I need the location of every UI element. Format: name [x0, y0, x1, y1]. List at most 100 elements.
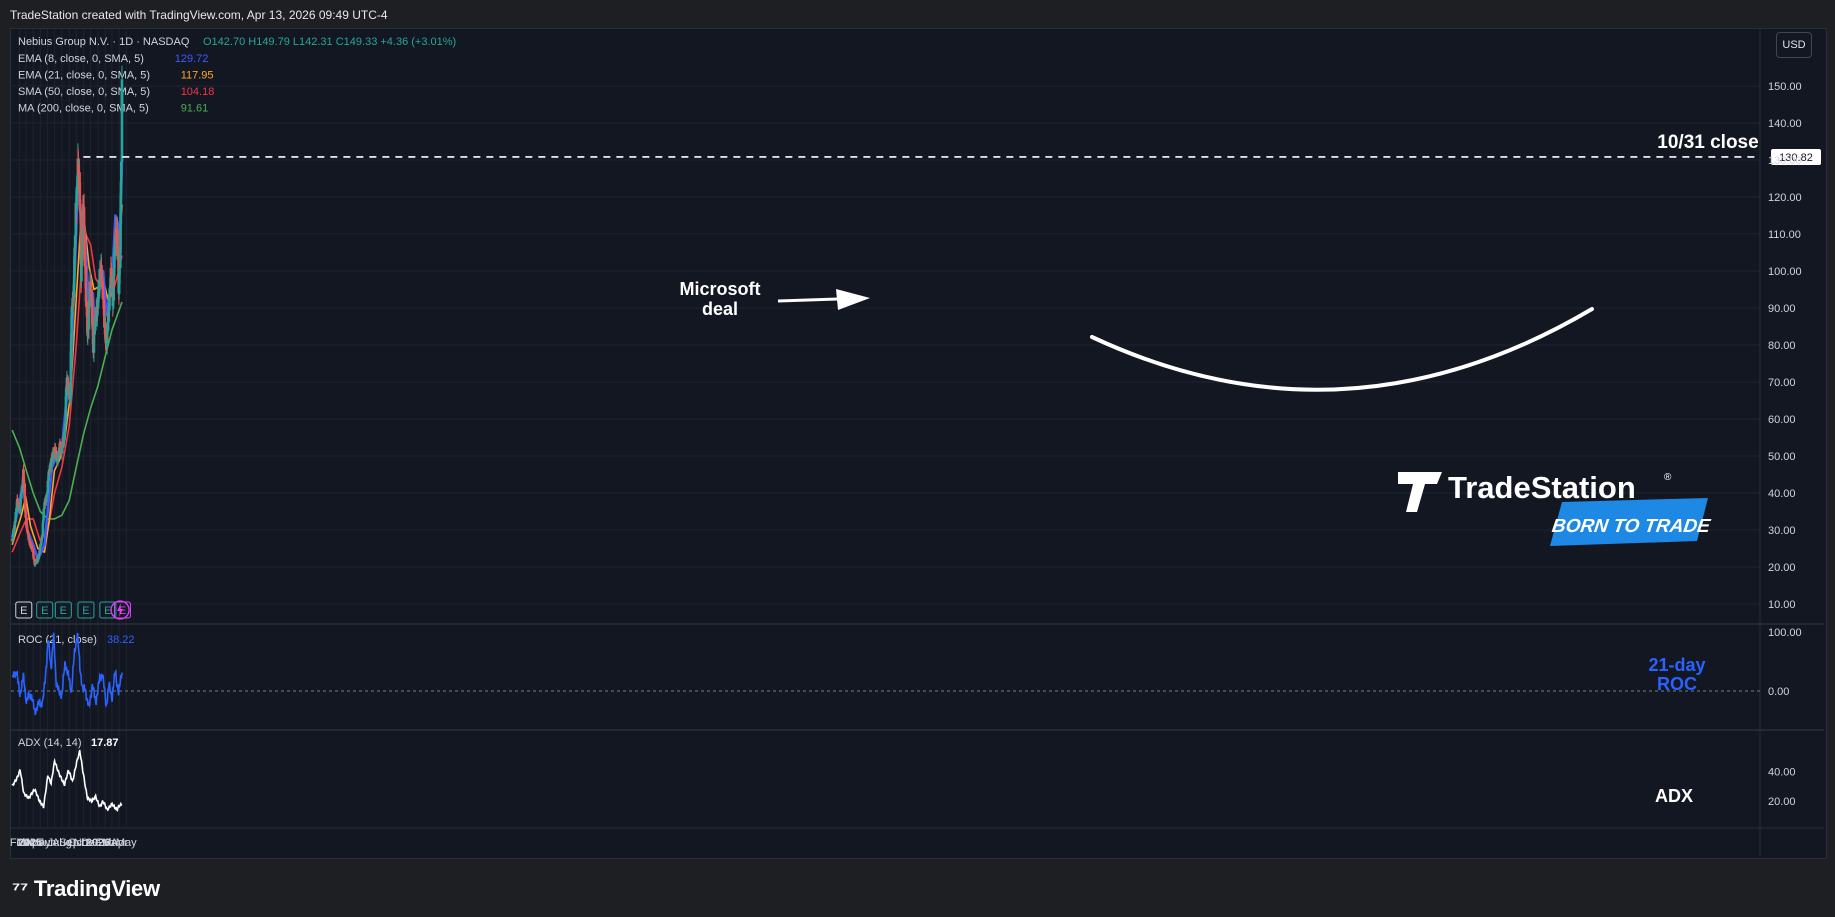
candle-body: [119, 194, 123, 224]
candle-body: [72, 275, 76, 298]
candle-body: [13, 522, 17, 530]
legend-indicator-label: SMA (50, close, 0, SMA, 5): [18, 86, 150, 98]
price-axis-tick: 30.00: [1768, 525, 1796, 537]
price-axis-tick: 150.00: [1768, 81, 1802, 93]
price-axis-tick: 130.00: [1768, 155, 1802, 167]
chart-grid: [11, 29, 1760, 828]
legend-ohlc: O142.70 H149.79 L142.31 C149.33 +4.36 (+…: [203, 36, 456, 48]
candle-body: [63, 422, 67, 427]
candle-body: [73, 235, 77, 249]
candle-body: [106, 321, 110, 330]
legend-indicator-value: 129.72: [175, 53, 209, 65]
candle-body: [80, 253, 84, 265]
price-tag-value: 130.82: [1779, 152, 1813, 164]
x-axis-tick: Jun: [39, 837, 57, 849]
candle-body: [90, 288, 93, 298]
x-axis: 2025FebMarAprMayJunJulAugSepOctNovDec202…: [10, 837, 137, 849]
earnings-marker-box: [77, 601, 95, 619]
candle-body: [85, 301, 88, 308]
candle-body: [30, 547, 34, 550]
candle-body: [120, 79, 124, 162]
earnings-marker[interactable]: E: [77, 601, 95, 619]
candle-body: [119, 161, 123, 182]
currency-button[interactable]: USD: [1776, 32, 1812, 58]
candle-body: [12, 529, 16, 531]
annotation-adx: ADX: [1655, 786, 1693, 806]
candle-body: [77, 160, 80, 175]
roc-legend-label: ROC (21, close): [18, 634, 97, 646]
earnings-marker-box: [15, 601, 33, 619]
x-axis-tick: May: [116, 837, 137, 849]
x-axis-tick: Apr: [111, 837, 128, 849]
candle-body: [11, 534, 15, 539]
tradestation-logo-icon: [1398, 472, 1442, 512]
earnings-marker[interactable]: E: [15, 601, 33, 619]
x-axis-tick: Oct: [68, 837, 85, 849]
candle-body: [40, 535, 44, 538]
earnings-marker[interactable]: E: [99, 601, 117, 619]
x-axis-tick: May: [30, 837, 51, 849]
x-axis-tick: Mar: [16, 837, 35, 849]
candle-body: [108, 288, 112, 296]
earnings-marker[interactable]: E: [36, 601, 54, 619]
candle-body: [29, 543, 32, 546]
annotation-roc-line2: ROC: [1657, 674, 1697, 694]
candle-body: [81, 240, 84, 254]
x-axis-tick: Feb: [10, 837, 29, 849]
microsoft-arrow-head: [836, 289, 870, 310]
candle-body: [25, 517, 28, 527]
reference-line-group: 130.82: [83, 148, 1821, 165]
price-tag-bg: [1771, 148, 1821, 165]
lightning-icon: [117, 603, 124, 617]
annotation-microsoft-line2: deal: [702, 299, 738, 319]
candle-body: [23, 483, 27, 496]
candle-body: [100, 265, 103, 278]
candle-body: [68, 397, 72, 399]
earnings-marker-box: [99, 601, 117, 619]
candle-body: [79, 211, 83, 243]
price-axis-tick: 40.00: [1768, 488, 1796, 500]
candles: [10, 65, 124, 568]
tradingview-logo[interactable]: ⁷⁷ TradingView: [12, 876, 160, 902]
candle-body: [93, 317, 97, 329]
footer: ⁷⁷ TradingView: [0, 866, 1835, 917]
candle-body: [60, 448, 64, 454]
candle-body: [87, 308, 91, 330]
roc-axis-tick: 100.00: [1768, 627, 1802, 639]
candle-body: [42, 508, 46, 515]
legend-symbol: Nebius Group N.V. · 1D · NASDAQ: [18, 36, 190, 48]
earnings-marker[interactable]: E: [113, 601, 131, 619]
pane-dividers: [11, 29, 1824, 857]
price-axis-tick: 50.00: [1768, 451, 1796, 463]
tradestation-brand-name: TradeStation: [1448, 470, 1636, 505]
earnings-marker-letter: E: [119, 605, 126, 617]
price-legend: Nebius Group N.V. · 1D · NASDAQ O142.70 …: [18, 36, 456, 115]
earnings-marker[interactable]: E: [54, 601, 72, 619]
price-axis-tick: 100.00: [1768, 266, 1802, 278]
candle-body: [19, 503, 22, 510]
candle-body: [67, 382, 70, 391]
price-axis-tick: 60.00: [1768, 414, 1796, 426]
candle-body: [96, 297, 100, 302]
price-tag: 130.82: [1771, 148, 1821, 165]
footer-brand: TradingView: [33, 876, 160, 901]
roc-line: [11, 632, 123, 716]
roc-pane: ROC (21, close) 38.22: [11, 632, 1760, 716]
candle-body: [111, 300, 115, 307]
earnings-marker-letter: E: [104, 605, 111, 617]
candle-body: [110, 269, 113, 277]
candle-body: [84, 265, 88, 288]
candle-body: [50, 457, 54, 462]
candle-body: [108, 295, 111, 310]
candle-body: [101, 297, 105, 300]
brand-tag-text: BORN TO TRADE: [1551, 516, 1713, 537]
price-axis-tick: 80.00: [1768, 340, 1796, 352]
candle-body: [102, 304, 106, 316]
earnings-marker-box: [54, 601, 72, 619]
candle-body: [75, 186, 79, 197]
microsoft-arrow-shaft: [777, 297, 839, 303]
legend-indicator-value: 104.18: [181, 86, 215, 98]
